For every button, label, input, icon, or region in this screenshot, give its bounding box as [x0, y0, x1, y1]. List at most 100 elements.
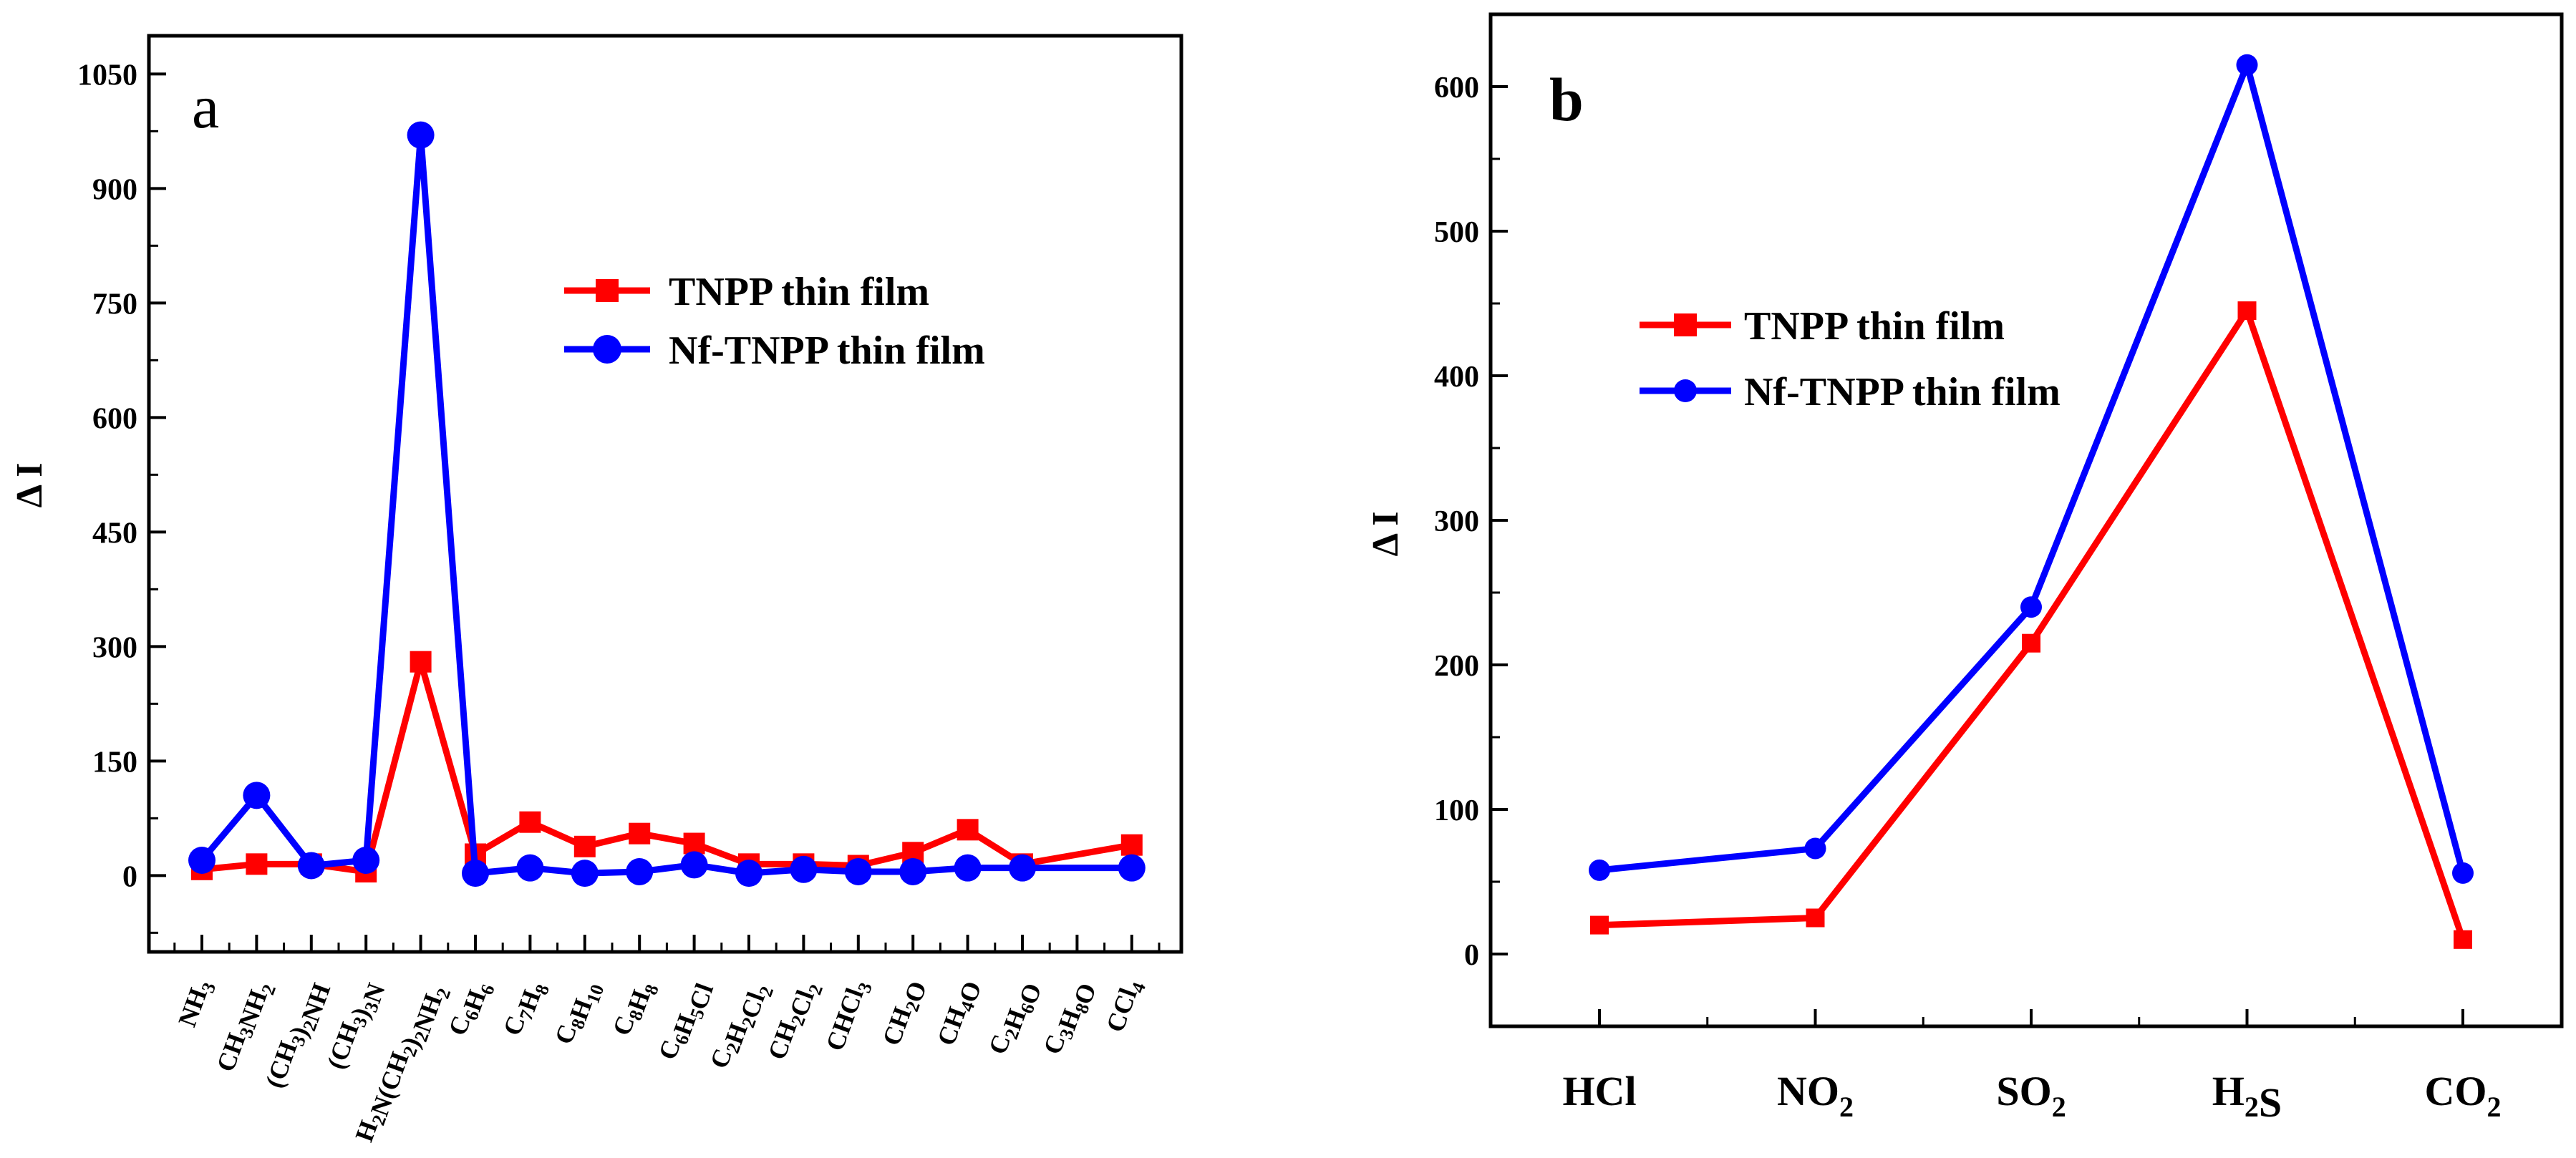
a-series-line-tnpp — [201, 658, 1133, 875]
b-ytick-label: 100 — [1434, 794, 1479, 827]
a-ytick-label: 450 — [92, 517, 137, 550]
panel-a-legend-marker-nf-tnpp — [593, 335, 621, 364]
a-point-nf-tnpp — [188, 847, 216, 874]
b-point-tnpp — [1590, 915, 1609, 935]
panel-b-legend-item-nf-tnpp: Nf-TNPP thin film — [1640, 370, 2061, 414]
panel-b-y-ticks: 0 100 200 300 400 500 600 — [1434, 72, 1508, 972]
category-text: S — [2259, 1079, 2282, 1126]
category-text: CO — [2425, 1068, 2487, 1114]
panel-a-legend-marker-tnpp — [596, 279, 619, 302]
category-text: SO — [1996, 1068, 2051, 1114]
a-point-nf-tnpp — [626, 858, 654, 885]
panel-b-legend-marker-tnpp — [1674, 313, 1697, 336]
b-point-nf-tnpp — [1804, 837, 1826, 860]
b-point-tnpp — [2022, 633, 2040, 653]
a-point-tnpp — [519, 811, 541, 833]
panel-a-label: a — [192, 72, 219, 141]
a-category-label: C3H8O — [1037, 975, 1102, 1062]
b-category-label: H2S — [2212, 1068, 2282, 1126]
a-point-nf-tnpp — [954, 854, 982, 882]
a-category-label: C2H6O — [983, 975, 1047, 1062]
b-point-nf-tnpp — [2020, 596, 2042, 618]
a-point-tnpp — [629, 822, 651, 845]
a-point-nf-tnpp — [1118, 854, 1146, 882]
a-point-nf-tnpp — [680, 851, 708, 879]
a-series-line-nf-tnpp — [199, 132, 1132, 877]
a-ytick-label: 900 — [92, 173, 137, 206]
panel-b-x-ticks — [1598, 1009, 2464, 1026]
b-ytick-label: 200 — [1434, 650, 1479, 683]
b-ytick-label: 0 — [1464, 939, 1479, 972]
b-ytick-label: 600 — [1434, 72, 1479, 104]
category-subscript: 2 — [2487, 1091, 2502, 1123]
panel-b-legend-marker-nf-tnpp — [1674, 379, 1697, 402]
category-text: CHCl — [820, 984, 869, 1054]
a-ytick-label: 0 — [122, 860, 137, 893]
a-point-nf-tnpp — [297, 852, 325, 880]
a-category-label: C8H8 — [607, 975, 663, 1043]
panel-b-legend-item-tnpp: TNPP thin film — [1640, 304, 2005, 349]
a-point-nf-tnpp — [899, 858, 927, 885]
a-point-nf-tnpp — [516, 854, 544, 882]
a-point-nf-tnpp — [735, 860, 762, 887]
panel-b-legend-label-tnpp: TNPP thin film — [1744, 304, 2005, 349]
b-category-label: HCl — [1562, 1068, 1636, 1114]
a-category-label: CCl4 — [1100, 975, 1150, 1037]
a-point-nf-tnpp — [462, 860, 489, 887]
panel-a-frame — [147, 34, 1183, 954]
b-category-label: CO2 — [2425, 1068, 2502, 1123]
a-point-nf-tnpp — [407, 121, 435, 149]
a-point-nf-tnpp — [352, 847, 380, 874]
a-point-tnpp — [683, 832, 705, 855]
b-category-label: SO2 — [1996, 1068, 2066, 1123]
b-point-tnpp — [2454, 930, 2472, 949]
b-point-tnpp — [1806, 908, 1825, 928]
panel-b-legend: TNPP thin film Nf-TNPP thin film — [1640, 304, 2061, 414]
b-category-label: NO2 — [1777, 1068, 1854, 1123]
panel-b-legend-label-nf-tnpp: Nf-TNPP thin film — [1744, 370, 2061, 414]
a-point-nf-tnpp — [243, 782, 271, 809]
a-category-label: CH4O — [931, 975, 987, 1051]
a-ytick-label: 150 — [92, 746, 137, 779]
a-ytick-label: 600 — [92, 402, 137, 435]
panel-a-legend-item-tnpp: TNPP thin film — [564, 270, 929, 314]
category-subscript: 2 — [1839, 1091, 1854, 1123]
panel-b-series — [1589, 54, 2474, 949]
category-text: H — [2212, 1068, 2245, 1114]
a-ytick-label: 750 — [92, 288, 137, 321]
b-ytick-label: 400 — [1434, 361, 1479, 394]
category-text: NO — [1777, 1068, 1839, 1114]
panel-b-frame — [1488, 12, 2564, 1028]
panel-a-x-ticks — [173, 935, 1161, 952]
panel-b-y-axis-title: Δ I — [1365, 512, 1406, 557]
panel-b-category-labels: HCl NO2 SO2 H2S CO2 — [1562, 1068, 2501, 1126]
a-category-label: C6H6 — [443, 975, 499, 1043]
a-point-tnpp — [573, 835, 596, 857]
a-category-label: C8H10 — [549, 975, 609, 1051]
b-ytick-label: 500 — [1434, 216, 1479, 249]
a-point-nf-tnpp — [790, 855, 818, 883]
panel-a-series — [188, 121, 1146, 887]
a-point-tnpp — [410, 651, 432, 673]
category-text: HCl — [1562, 1068, 1636, 1114]
b-ytick-label: 300 — [1434, 505, 1479, 538]
panel-a-legend: TNPP thin film Nf-TNPP thin film — [564, 270, 985, 373]
panel-a-y-axis-title: Δ I — [9, 463, 50, 508]
panel-b-label: b — [1549, 65, 1584, 134]
a-category-label: CH2O — [877, 975, 933, 1051]
panel-a-category-labels: NH3CH3NH2(CH3)2NH(CH3)3NH2N(CH2)2NH2C6H6… — [173, 975, 1150, 1146]
a-category-label: C2H2Cl2 — [704, 975, 778, 1077]
b-point-tnpp — [2237, 301, 2257, 321]
a-category-label: NH3 — [173, 975, 220, 1032]
panel-a-chart: 0 150 300 450 600 750 900 1050 NH3CH3NH2(CH3)2N… — [9, 34, 1183, 1146]
panel-a-legend-label-nf-tnpp: Nf-TNPP thin film — [669, 329, 985, 373]
a-ytick-label: 300 — [92, 631, 137, 664]
a-point-tnpp — [246, 853, 268, 875]
a-category-label: C7H8 — [498, 975, 553, 1043]
category-subscript: 2 — [2052, 1091, 2066, 1123]
panel-a-legend-label-tnpp: TNPP thin film — [669, 270, 929, 314]
b-point-nf-tnpp — [2236, 54, 2258, 76]
a-point-nf-tnpp — [844, 858, 872, 885]
